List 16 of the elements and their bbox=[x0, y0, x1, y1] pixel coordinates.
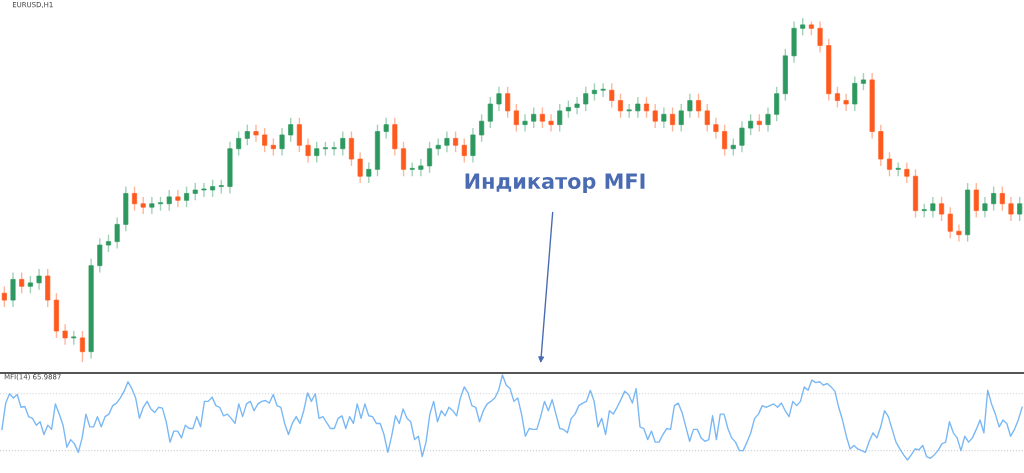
candlestick bbox=[331, 141, 337, 157]
candlestick bbox=[626, 103, 632, 119]
candlestick bbox=[149, 196, 155, 215]
candlestick bbox=[600, 82, 606, 98]
candlestick bbox=[574, 96, 580, 116]
candlestick bbox=[956, 223, 962, 243]
candlestick bbox=[843, 92, 849, 112]
candlestick bbox=[522, 113, 528, 133]
candlestick bbox=[418, 158, 424, 177]
candlestick bbox=[548, 113, 554, 133]
annotation: Индикатор MFI bbox=[465, 173, 645, 194]
candlestick bbox=[895, 161, 901, 177]
candlestick bbox=[140, 196, 146, 215]
candlestick bbox=[253, 123, 259, 143]
candlestick bbox=[201, 182, 207, 198]
candlestick bbox=[175, 189, 181, 208]
